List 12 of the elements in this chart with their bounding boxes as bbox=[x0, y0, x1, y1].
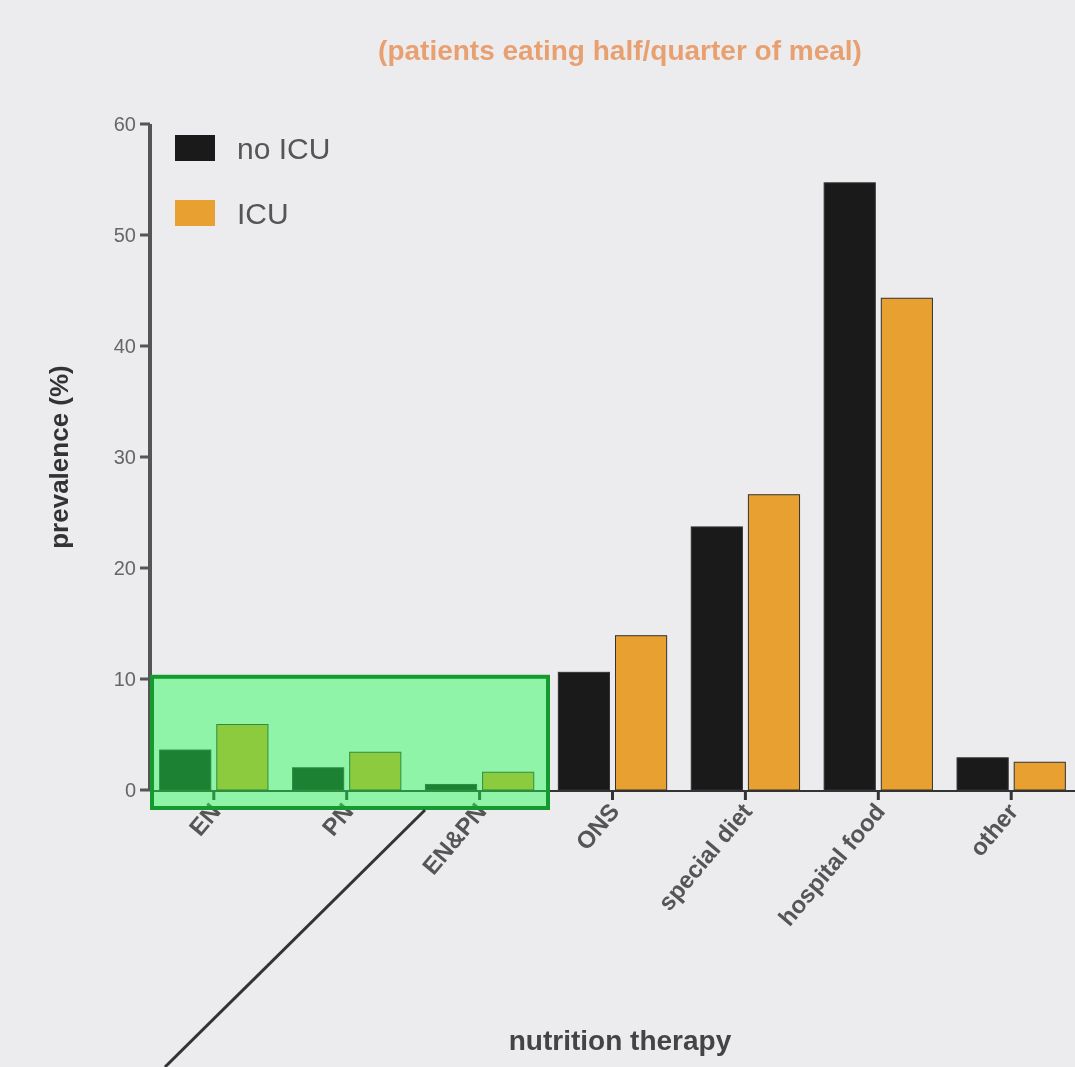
x-axis-title: nutrition therapy bbox=[508, 1025, 732, 1056]
y-tick-label: 50 bbox=[113, 224, 136, 246]
y-axis-title: prevalence (%) bbox=[44, 365, 74, 549]
legend-label: no ICU bbox=[237, 131, 331, 165]
y-tick-label: 0 bbox=[124, 779, 136, 801]
y-tick-label: 40 bbox=[113, 335, 136, 357]
y-tick-label: 10 bbox=[113, 668, 136, 690]
legend-label: ICU bbox=[237, 196, 289, 230]
y-tick-label: 60 bbox=[113, 113, 136, 135]
chart-title: (patients eating half/quarter of meal) bbox=[378, 35, 862, 66]
y-tick-label: 30 bbox=[113, 446, 136, 468]
y-tick-label: 20 bbox=[113, 557, 136, 579]
